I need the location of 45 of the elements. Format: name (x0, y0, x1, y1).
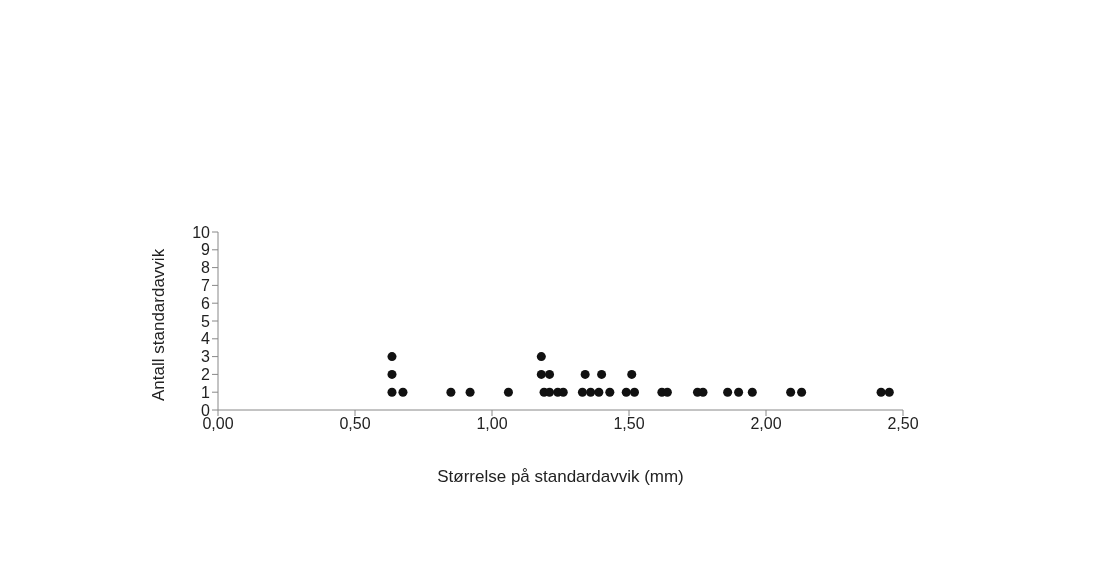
point (597, 369, 607, 379)
y-tick-label: 10 (192, 223, 211, 241)
point (577, 387, 587, 397)
y-tick-label: 4 (201, 330, 211, 348)
x-tick-label: 1,00 (476, 415, 508, 433)
point (797, 387, 807, 397)
point (786, 387, 796, 397)
y-tick-label: 9 (201, 241, 211, 259)
point (545, 369, 555, 379)
y-axis-title: Antall standardavvik (149, 248, 169, 401)
point (884, 387, 894, 397)
point (536, 352, 546, 362)
point (747, 387, 757, 397)
point (723, 387, 733, 397)
point (503, 387, 513, 397)
point (594, 387, 604, 397)
y-tick-label: 6 (201, 294, 211, 312)
y-tick-label: 8 (201, 259, 211, 277)
point (629, 387, 639, 397)
x-tick-label: 0,00 (202, 415, 234, 433)
point (387, 369, 397, 379)
y-tick-label: 7 (201, 277, 211, 295)
y-tick-label: 2 (201, 366, 211, 384)
point (876, 387, 886, 397)
point (545, 387, 555, 397)
point (605, 387, 615, 397)
point (586, 387, 596, 397)
point (387, 352, 397, 362)
point (536, 369, 546, 379)
point (465, 387, 475, 397)
x-tick-label: 0,50 (339, 415, 371, 433)
point (580, 369, 590, 379)
x-tick-label: 2,50 (887, 415, 919, 433)
y-tick-label: 5 (201, 312, 211, 330)
x-tick-label: 2,00 (750, 415, 782, 433)
x-tick-label: 1,50 (613, 415, 645, 433)
y-tick-label: 1 (201, 383, 211, 401)
point (387, 387, 397, 397)
point (621, 387, 631, 397)
y-tick-label: 3 (201, 348, 211, 366)
point (627, 369, 637, 379)
point (734, 387, 744, 397)
x-axis-title: Størrelse på standardavvik (mm) (437, 467, 684, 486)
point (446, 387, 456, 397)
point (398, 387, 408, 397)
